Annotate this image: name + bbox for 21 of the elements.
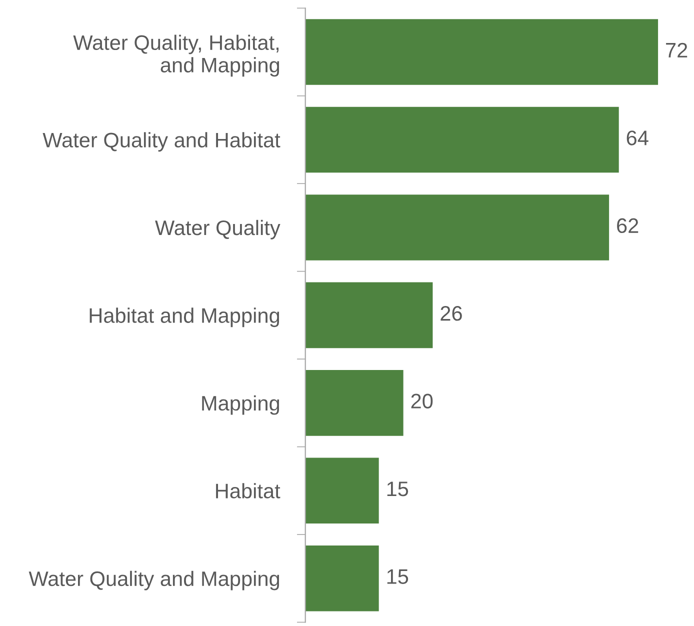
bar: [305, 545, 379, 612]
bar: [305, 19, 658, 85]
data-label: 15: [387, 482, 408, 496]
data-label: 72: [666, 42, 688, 58]
y-tick-label: Habitat and Mapping: [90, 308, 280, 328]
bar: [305, 106, 619, 173]
data-label: 15: [387, 569, 408, 584]
data-label: 20: [411, 394, 433, 409]
bar: [305, 458, 379, 524]
bar: [305, 194, 610, 260]
data-label: 62: [617, 218, 638, 234]
y-tick-label: Habitat: [216, 483, 280, 498]
y-tick-label: Water Quality and Mapping: [28, 570, 280, 590]
bar: [305, 282, 433, 348]
y-tick-label: Mapping: [202, 395, 280, 415]
data-label: 64: [626, 130, 648, 146]
y-tick-label: Water Quality, Habitat, and Mapping: [73, 34, 280, 77]
bar: [305, 370, 404, 436]
y-tick-label: Water Quality and Habitat: [42, 132, 280, 152]
data-label: 26: [440, 306, 462, 321]
y-tick-label: Water Quality: [155, 220, 280, 240]
